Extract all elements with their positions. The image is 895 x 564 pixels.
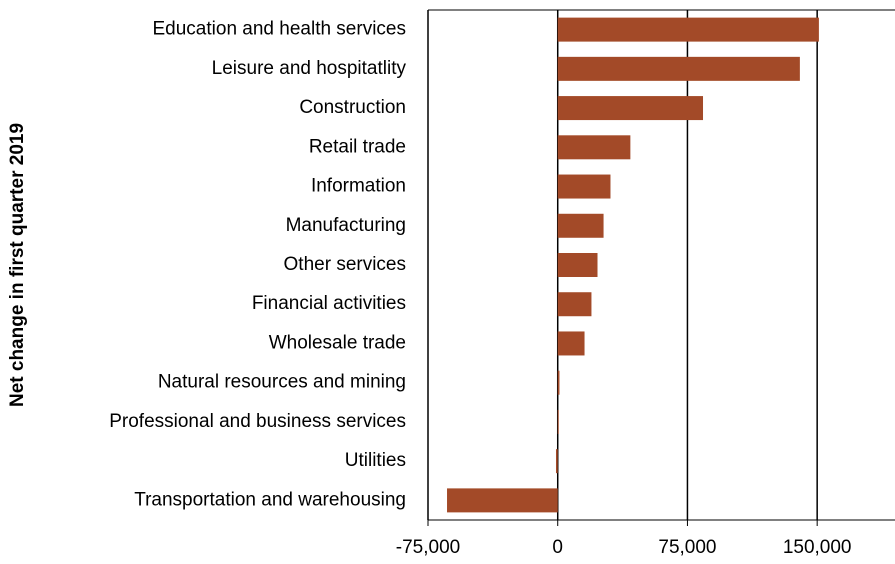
y-tick-label: Manufacturing (286, 215, 406, 236)
bar (557, 174, 611, 199)
bar (557, 213, 604, 238)
bar (555, 449, 558, 474)
bar (557, 56, 800, 81)
bar (557, 292, 592, 317)
y-tick-label: Leisure and hospitatlity (212, 58, 407, 79)
y-axis-title: Net change in first quarter 2019 (7, 123, 28, 407)
y-tick-label: Financial activities (252, 293, 406, 314)
y-tick-label: Construction (299, 97, 406, 118)
bar (557, 135, 631, 160)
x-tick-label: 0 (552, 537, 563, 558)
y-tick-label: Utilities (345, 450, 406, 471)
y-tick-label: Professional and business services (109, 411, 406, 432)
bar (447, 488, 558, 513)
y-tick-label: Retail trade (309, 136, 406, 157)
y-tick-label: Other services (284, 254, 406, 275)
y-tick-label: Information (311, 176, 406, 197)
y-tick-label: Transportation and warehousing (134, 489, 406, 510)
x-tick-label: 75,000 (658, 537, 716, 558)
y-tick-label: Natural resources and mining (158, 372, 406, 393)
bar (557, 17, 819, 42)
x-tick-label: 150,000 (783, 537, 852, 558)
y-tick-label: Education and health services (153, 19, 407, 40)
bar (557, 96, 704, 121)
bar (557, 331, 585, 356)
bar (557, 370, 560, 395)
bar (557, 409, 559, 434)
x-tick-label: -75,000 (396, 537, 460, 558)
y-tick-label: Wholesale trade (269, 332, 406, 353)
bar (557, 253, 598, 277)
